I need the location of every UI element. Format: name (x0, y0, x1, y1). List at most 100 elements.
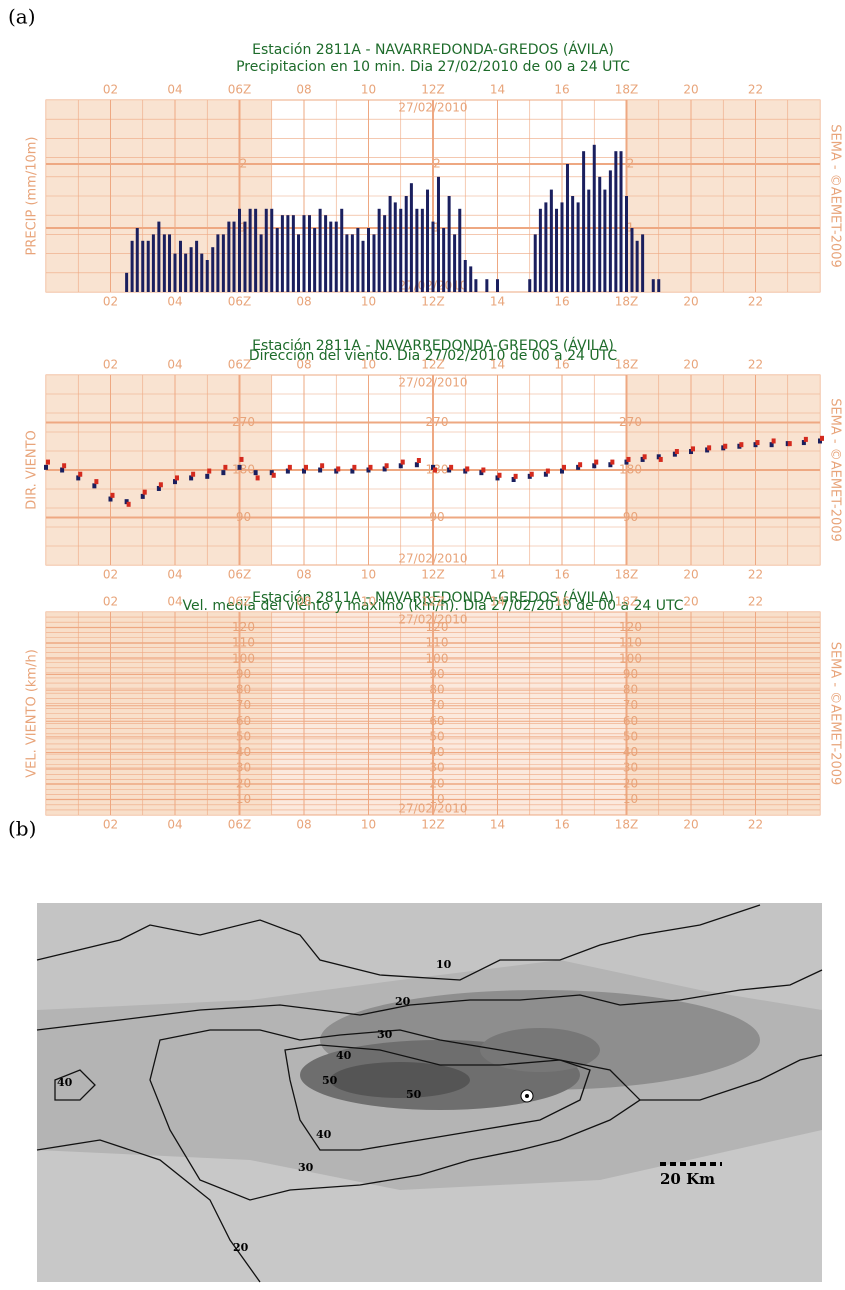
y-axis-label: VEL. VIENTO (km/h) (25, 649, 40, 778)
x-tick-label: 12Z (421, 358, 445, 372)
x-tick-label: 02 (103, 568, 118, 582)
x-tick-label: 12Z (421, 83, 445, 97)
bar (292, 215, 295, 292)
x-tick-label: 18Z (615, 595, 639, 609)
x-tick-label: 02 (103, 83, 118, 97)
y-tick-label: 2 (627, 157, 635, 171)
x-tick-label: 14 (490, 83, 505, 97)
point (433, 468, 437, 473)
bar (582, 151, 585, 292)
point (514, 474, 518, 479)
bar (405, 196, 408, 292)
y-tick-label: 90 (429, 510, 444, 524)
y-tick-label: 20 (429, 776, 444, 790)
figure: (a) (b) Estación 2811A - NAVARREDONDA-GR… (0, 0, 845, 1290)
x-tick-label: 04 (167, 568, 182, 582)
contour-label: 40 (336, 1049, 352, 1062)
x-tick-label: 22 (748, 295, 763, 309)
bar (609, 170, 612, 292)
y-tick-label: 110 (426, 636, 449, 650)
point (272, 473, 276, 478)
x-tick-label: 12Z (421, 595, 445, 609)
right-label: SEMA - ©AEMET-2009 (828, 398, 843, 542)
x-tick-label: 20 (683, 568, 698, 582)
bar (136, 228, 139, 292)
point (659, 457, 663, 462)
point (578, 462, 582, 467)
x-tick-label: 22 (748, 358, 763, 372)
y-tick-label: 120 (426, 620, 449, 634)
bar (125, 273, 128, 292)
x-tick-label: 14 (490, 295, 505, 309)
point (288, 465, 292, 470)
y-tick-label: 40 (429, 745, 444, 759)
y-tick-label: 50 (236, 729, 251, 743)
panel-label: (b) (8, 817, 36, 841)
bar (389, 196, 392, 292)
bar (614, 151, 617, 292)
x-tick-label: 08 (296, 568, 311, 582)
right-label: SEMA - ©AEMET-2009 (828, 124, 843, 268)
bar (636, 241, 639, 292)
point (352, 465, 356, 470)
x-tick-label: 08 (296, 83, 311, 97)
point (221, 470, 225, 475)
point (46, 460, 50, 465)
y-tick-label: 110 (619, 636, 642, 650)
bar (603, 190, 606, 292)
y-tick-label: 70 (236, 698, 251, 712)
point (127, 502, 131, 507)
point (610, 460, 614, 465)
y-tick-label: 90 (236, 667, 251, 681)
x-tick-label: 08 (296, 595, 311, 609)
contour-label: 40 (57, 1076, 73, 1089)
bar (254, 209, 257, 292)
x-tick-label: 20 (683, 595, 698, 609)
x-tick-label: 16 (554, 295, 569, 309)
bar (415, 209, 418, 292)
chart-subtitle: Precipitacion en 10 min. Dia 27/02/2010 … (236, 59, 630, 75)
x-tick-label: 14 (490, 568, 505, 582)
y-tick-label: 60 (429, 714, 444, 728)
contour-label: 20 (233, 1241, 249, 1254)
bar (426, 190, 429, 292)
y-tick-label: 70 (623, 698, 638, 712)
bar (206, 260, 209, 292)
x-tick-label: 06Z (228, 595, 252, 609)
bar (587, 190, 590, 292)
x-tick-label: 06Z (228, 818, 252, 832)
x-tick-label: 04 (167, 83, 182, 97)
point (643, 454, 647, 459)
x-tick-label: 18Z (615, 568, 639, 582)
page: {"panel_a": "(a)", "panel_b": "(b)", "ch… (0, 0, 845, 1290)
point (320, 463, 324, 468)
bar (276, 228, 279, 292)
y-axis-label: DIR. VIENTO (25, 430, 40, 510)
bar (260, 234, 263, 292)
point (304, 465, 308, 470)
y-tick-label: 70 (429, 698, 444, 712)
bar (555, 209, 558, 292)
bar (410, 183, 413, 292)
point (205, 474, 209, 479)
bar (211, 247, 214, 292)
y-tick-label: 10 (236, 792, 251, 806)
y-tick-label: 110 (232, 636, 255, 650)
bar (184, 254, 187, 292)
point (772, 438, 776, 443)
x-tick-label: 16 (554, 568, 569, 582)
y-tick-label: 2 (433, 157, 441, 171)
bar (265, 209, 268, 292)
bar (464, 260, 467, 292)
y-tick-label: 270 (232, 415, 255, 429)
contour-label: 50 (406, 1088, 422, 1101)
bar (367, 228, 370, 292)
bar (598, 177, 601, 292)
bar (249, 209, 252, 292)
point (465, 466, 469, 471)
y-tick-label: 80 (236, 683, 251, 697)
x-tick-label: 06Z (228, 358, 252, 372)
bar (544, 202, 547, 292)
x-tick-label: 02 (103, 295, 118, 309)
x-tick-label: 04 (167, 358, 182, 372)
